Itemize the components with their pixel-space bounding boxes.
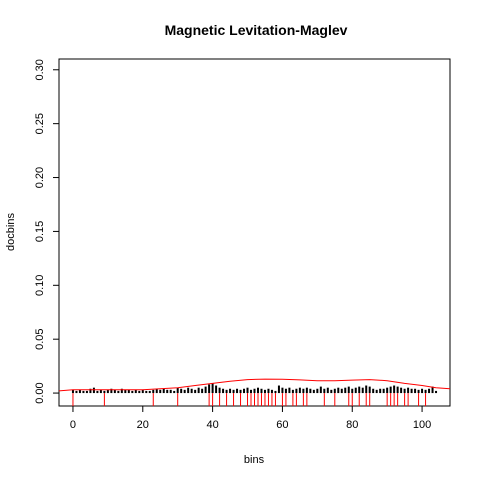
y-tick-label: 0.20 xyxy=(34,167,46,188)
y-tick-label: 0.10 xyxy=(34,275,46,296)
bar-series xyxy=(71,383,438,394)
y-tick-label: 0.05 xyxy=(34,328,46,349)
x-tick-label: 100 xyxy=(413,419,431,431)
y-tick-label: 0.30 xyxy=(34,59,46,80)
rug-series xyxy=(72,393,427,407)
y-tick-label: 0.15 xyxy=(34,221,46,242)
x-tick-label: 0 xyxy=(70,419,76,431)
y-tick-label: 0.00 xyxy=(34,382,46,403)
plot-frame xyxy=(58,58,451,407)
x-tick-label: 60 xyxy=(276,419,288,431)
density-curve xyxy=(58,378,451,392)
y-tick-label: 0.25 xyxy=(34,113,46,134)
x-tick-label: 40 xyxy=(206,419,218,431)
y-axis: 0.00 0.05 0.10 0.15 0.20 0.25 0.30 xyxy=(34,59,59,404)
x-axis-label: bins xyxy=(244,454,265,466)
y-axis-label: docbins xyxy=(5,213,17,251)
chart-title: Magnetic Levitation-Maglev xyxy=(165,22,348,38)
x-axis: 0 20 40 60 80 100 xyxy=(70,406,431,431)
x-tick-label: 20 xyxy=(137,419,149,431)
x-tick-label: 80 xyxy=(346,419,358,431)
